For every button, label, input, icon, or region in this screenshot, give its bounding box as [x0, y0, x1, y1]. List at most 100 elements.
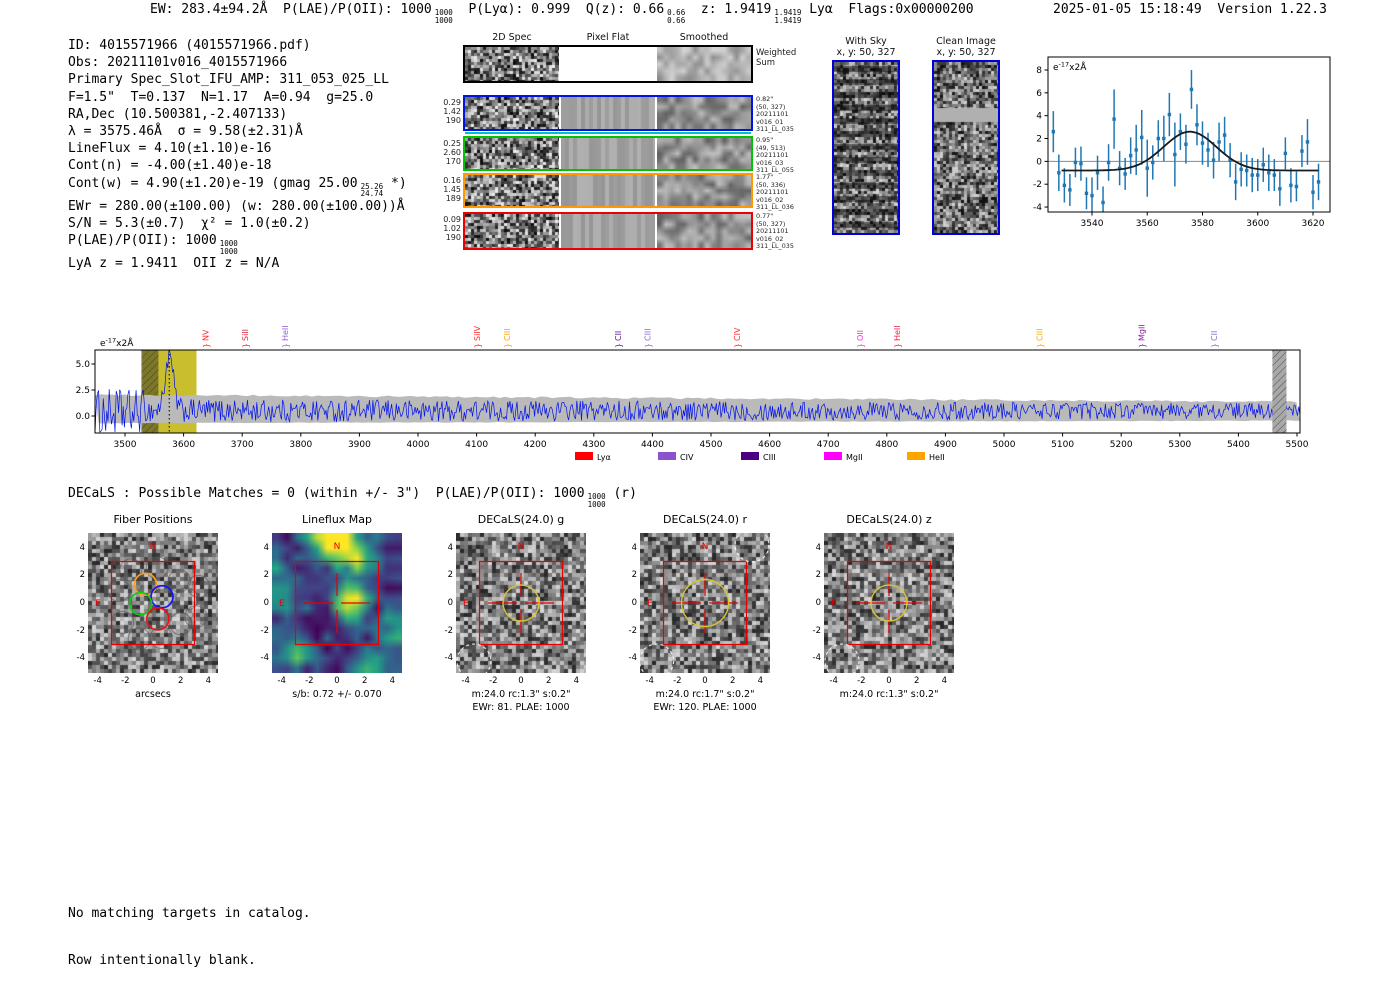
inactive-fiber-circle	[187, 574, 211, 599]
x-tick-label: 4300	[582, 440, 605, 450]
y-tick-label: -4	[628, 653, 637, 664]
spectral-line-label: CII	[614, 331, 623, 341]
y-tick-label: 4	[263, 542, 269, 553]
text-segment: P(Lyα): 0.999 Q(z): 0.66	[452, 2, 665, 17]
fiber-weight-value: 0.29	[443, 98, 461, 107]
footer-line-1: No matching targets in catalog.	[68, 906, 311, 921]
north-label: N	[150, 542, 157, 552]
fiber-id-labels: 1.77" (50, 336) 20211101 v016_02 311_LL_036	[756, 173, 794, 212]
spec2d-fiber-row	[463, 95, 753, 131]
legend-label: MgII	[846, 453, 863, 462]
x-tick-label: 4	[757, 676, 764, 686]
east-label: E	[647, 599, 653, 609]
spectral-line-brace: {	[1211, 343, 1220, 348]
x-tick-label: 0	[518, 676, 524, 686]
x-tick-label: 4400	[641, 440, 664, 450]
spec2d-column-header: 2D Spec	[492, 32, 532, 43]
text-segment: EW: 283.4±94.2Å P(LAE)/P(OII): 1000	[150, 2, 432, 17]
text-segment: DECaLS : Possible Matches = 0 (within +/…	[68, 486, 585, 501]
x-tick-label: 3900	[348, 440, 371, 450]
y-tick-label: -2	[1033, 180, 1042, 190]
data-point	[1073, 160, 1078, 165]
x-tick-label: 3600	[1246, 219, 1269, 229]
spectral-line-brace: {	[857, 343, 866, 348]
x-tick-label: -4	[829, 676, 838, 686]
x-tick-label: 4	[205, 676, 212, 686]
spectral-line-brace: {	[734, 343, 743, 348]
y-tick-label: 2	[447, 570, 453, 581]
fiber-divider-line	[465, 132, 751, 134]
data-point	[1272, 173, 1277, 177]
extraction-box	[846, 560, 932, 646]
fraction-lower: 0.66	[667, 15, 686, 25]
data-point	[1117, 166, 1122, 170]
fiber-circle	[128, 591, 153, 616]
inactive-fiber-circle	[107, 578, 131, 603]
extraction-box	[294, 560, 380, 646]
y-tick-label: -4	[444, 653, 453, 664]
extraction-box	[478, 560, 564, 646]
text-segment: F=1.5" T=0.137 N=1.17 A=0.94 g=25.0	[68, 89, 374, 105]
cutout-overlay: NE	[279, 542, 380, 646]
fiber-weight-value: 189	[445, 194, 461, 204]
north-label: N	[334, 542, 341, 552]
smoothed-image	[657, 214, 751, 248]
clean-image-frame	[932, 60, 1000, 235]
cutout-image	[640, 533, 770, 673]
data-point	[1211, 158, 1216, 162]
spectral-line-brace: {	[645, 343, 654, 348]
masked-source-circle	[640, 643, 675, 673]
data-point	[1156, 136, 1160, 141]
x-tick-label: 5500	[1286, 440, 1309, 450]
data-point	[1189, 87, 1194, 92]
fiber-id-line: (50, 327)	[756, 102, 786, 111]
text-segment: Lyα Flags:0x00000200	[801, 2, 974, 17]
x-tick-label: 3600	[172, 440, 195, 450]
data-point	[1256, 173, 1260, 177]
masked-source-circle	[456, 643, 492, 673]
fiber-id-line: (50, 336)	[756, 180, 786, 189]
emission-line-fit-chart: -4 -2 0 2 4 6 8 3540 3560 3580 3600 3620 e-17x2Å	[1033, 56, 1331, 229]
legend-label: CIV	[680, 453, 694, 462]
spectral-line-brace: {	[242, 343, 251, 348]
report-version: Version 1.22.3	[1217, 2, 1327, 17]
y-tick-label: -4	[812, 653, 821, 664]
text-segment: λ = 3575.46Å σ = 9.58(±2.31)Å	[68, 124, 303, 140]
stacked-fraction: 1.9419 1.9419	[774, 9, 801, 24]
data-point	[1195, 123, 1199, 127]
spec2d-weighted-row	[463, 45, 753, 83]
gaussian-fit-curve	[1061, 130, 1319, 172]
y-tick-label: 5.0	[76, 360, 91, 370]
y-tick-label: 6	[1036, 89, 1042, 99]
spectrum-line	[94, 349, 1301, 433]
extraction-box	[662, 560, 748, 646]
data-point	[1162, 136, 1166, 141]
fiber-id-line: 0.77"	[756, 212, 774, 220]
x-tick-label: -2	[305, 676, 314, 686]
x-tick-label: 5200	[1110, 440, 1133, 450]
fiber-weight-value: 0.25	[443, 139, 461, 148]
text-segment: Obs: 20211101v016_4015571966	[68, 55, 288, 71]
data-point	[1217, 140, 1221, 144]
data-point	[1289, 183, 1293, 188]
y-tick-label: 2	[815, 570, 821, 581]
pixel-flat-image	[561, 175, 655, 206]
fiber-id-line: 311_LL_055	[756, 166, 794, 174]
cutout-xlabel: s/b: 0.72 +/- 0.070	[292, 689, 382, 700]
info-line: S/N = 5.3(±0.7) χ² = 1.0(±0.2)	[68, 215, 407, 232]
smoothed-image	[657, 47, 751, 81]
y-tick-label: -4	[76, 653, 85, 664]
fiber-weight-labels: 0.16 1.45 189	[429, 176, 461, 204]
masked-source-circle	[734, 533, 770, 563]
spec2d-image	[465, 47, 559, 81]
plot-frame	[94, 349, 1301, 434]
fiber-id-line: v016_02	[756, 234, 784, 243]
x-tick-label: 5000	[993, 440, 1016, 450]
spec2d-image	[465, 214, 559, 248]
data-point	[1101, 200, 1105, 205]
report-timestamp: 2025-01-05 15:18:49	[1053, 2, 1202, 17]
fiber-id-line: v016_02	[756, 195, 784, 204]
cutout-title: Lineflux Map	[301, 513, 373, 526]
data-point	[1140, 135, 1144, 140]
catalog-footer-note: No matching targets in catalog. Row inte…	[68, 875, 311, 999]
